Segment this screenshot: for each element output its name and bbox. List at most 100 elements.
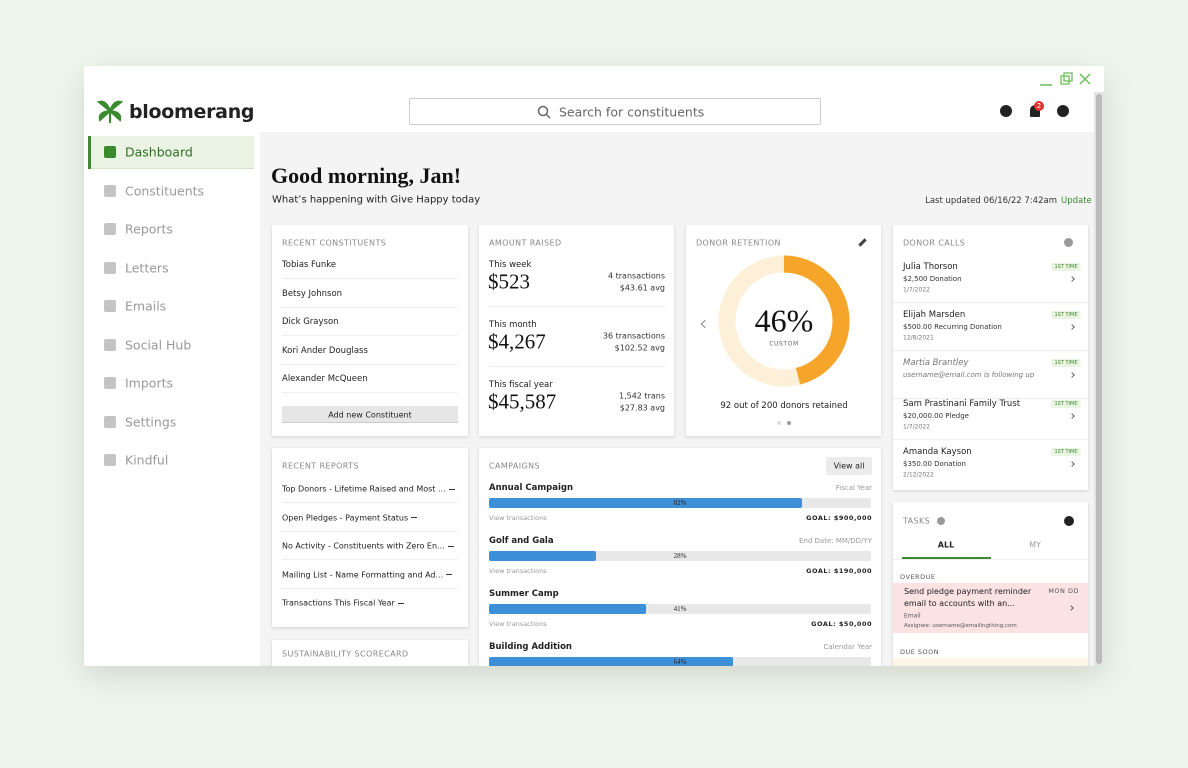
- nav-item[interactable]: Letters: [125, 260, 169, 275]
- campaign-goal: GOAL: $900,000: [806, 514, 872, 522]
- card: [272, 448, 468, 627]
- campaign-name[interactable]: Golf and Gala: [489, 536, 554, 546]
- card: [272, 640, 468, 666]
- update-link[interactable]: Update: [1061, 196, 1092, 206]
- campaign-name[interactable]: Annual Campaign: [489, 483, 574, 493]
- scroll-thumb[interactable]: [1096, 94, 1102, 664]
- badge: 1ST TIME: [1051, 311, 1081, 319]
- period-label: This fiscal year: [489, 380, 553, 390]
- call-date: 1/7/2022: [903, 286, 930, 294]
- divider: [489, 306, 665, 307]
- search-icon: [537, 105, 551, 119]
- constituent-name[interactable]: Tobias Funke: [282, 260, 337, 270]
- caller-name[interactable]: Sam Prastinani Family Trust: [903, 399, 1021, 409]
- constituent-name[interactable]: Betsy Johnson: [282, 288, 343, 299]
- divider: [893, 302, 1088, 303]
- scrollbar[interactable]: [1094, 92, 1104, 666]
- window-controls[interactable]: [1034, 72, 1094, 88]
- caller-name[interactable]: Julia Thorson: [903, 262, 958, 272]
- nav-item[interactable]: Settings: [125, 414, 177, 429]
- divider: [893, 559, 1088, 560]
- card-title: TASKS: [903, 516, 931, 526]
- add-icon[interactable]: [1064, 516, 1074, 526]
- progress-track: [489, 551, 871, 561]
- constituent-name[interactable]: Dick Grayson: [282, 317, 339, 327]
- amount: $4,267: [488, 329, 546, 354]
- campaign-name[interactable]: Summer Camp: [489, 589, 559, 599]
- help-icon[interactable]: [1000, 105, 1012, 117]
- call-detail: $350.00 Donation: [903, 460, 966, 468]
- progress-fill: [489, 551, 596, 561]
- divider: [489, 366, 665, 367]
- card: [272, 225, 468, 436]
- campaign-link[interactable]: View transactions: [489, 620, 547, 628]
- call-detail: $2,500 Donation: [903, 275, 962, 283]
- card-title: RECENT CONSTITUENTS: [282, 238, 387, 248]
- retention-sublabel: CUSTOM: [769, 340, 799, 348]
- pager-dot[interactable]: [777, 421, 781, 425]
- nav-item[interactable]: Constituents: [125, 183, 205, 198]
- campaign-name[interactable]: Building Addition: [489, 642, 572, 652]
- divider: [893, 398, 1088, 399]
- nav-item[interactable]: Emails: [125, 298, 167, 314]
- nav-item[interactable]: Dashboard: [125, 144, 193, 160]
- progress-label: 41%: [673, 605, 687, 613]
- notification-count: 2: [1034, 101, 1044, 111]
- card-title: DONOR RETENTION: [696, 238, 781, 248]
- notifications-icon[interactable]: [1030, 105, 1040, 117]
- report-link[interactable]: Transactions This Fiscal Year: [282, 598, 395, 608]
- caller-name[interactable]: Amanda Kayson: [903, 447, 972, 457]
- caller-name[interactable]: Martia Brantley: [903, 358, 969, 368]
- call-date: 1/7/2022: [903, 423, 930, 431]
- arrow-icon: [411, 517, 417, 519]
- app-window: bloomerang Search for constituents 2 Dashbo…: [84, 66, 1104, 666]
- task-overdue-bg[interactable]: [893, 583, 1088, 633]
- campaign-link[interactable]: View transactions: [489, 567, 547, 575]
- nav-item[interactable]: Imports: [125, 375, 173, 391]
- card: [479, 225, 674, 436]
- tab[interactable]: ALL: [937, 540, 955, 550]
- progress-label: 28%: [673, 552, 687, 560]
- divider: [282, 502, 458, 503]
- divider: [893, 350, 1088, 351]
- constituent-name[interactable]: Kori Ander Douglass: [282, 345, 368, 356]
- progress-track: [489, 604, 871, 614]
- button[interactable]: [826, 457, 872, 475]
- nav-icon: [104, 415, 116, 428]
- nav-item[interactable]: Reports: [125, 221, 173, 237]
- button-label: View all: [833, 461, 865, 471]
- greeting: Good morning, Jan!: [271, 163, 462, 188]
- transactions: 1,542 trans: [618, 391, 665, 401]
- divider: [282, 306, 458, 308]
- amount: $523: [488, 269, 530, 294]
- arrow-icon: [398, 602, 404, 604]
- subtitle: What’s happening with Give Happy today: [272, 194, 481, 206]
- button-label: Add new Constituent: [328, 410, 412, 420]
- campaign-meta: End Date: MM/DD/YY: [799, 537, 872, 545]
- nav-icon: [104, 300, 116, 312]
- divider: [282, 559, 458, 560]
- account-icon[interactable]: [1057, 105, 1069, 117]
- card-title: SUSTAINABILITY SCORECARD: [282, 649, 409, 659]
- divider: [282, 392, 458, 393]
- progress-label: 82%: [673, 499, 687, 507]
- tab[interactable]: MY: [1029, 540, 1041, 550]
- campaign-link[interactable]: View transactions: [489, 514, 547, 522]
- campaign-goal: GOAL: $190,000: [806, 567, 872, 575]
- report-link[interactable]: Top Donors - Lifetime Raised and Most ..…: [282, 484, 446, 494]
- button[interactable]: [282, 406, 458, 423]
- campaign-meta: Calendar Year: [823, 643, 872, 651]
- task-due-bg[interactable]: [893, 658, 1088, 666]
- nav-icon: [104, 223, 116, 235]
- report-link[interactable]: Open Pledges - Payment Status: [282, 513, 409, 522]
- nav-item[interactable]: Social Hub: [125, 337, 192, 352]
- average: $102.52 avg: [614, 343, 665, 353]
- caller-name[interactable]: Elijah Marsden: [903, 310, 966, 320]
- card-title: CAMPAIGNS: [489, 461, 540, 471]
- report-link[interactable]: No Activity - Constituents with Zero En.…: [282, 541, 445, 551]
- constituent-name[interactable]: Alexander McQueen: [282, 374, 368, 384]
- pager-dot[interactable]: [787, 421, 791, 425]
- search-box[interactable]: [409, 98, 821, 125]
- nav-item[interactable]: Kindful: [125, 452, 169, 468]
- report-link[interactable]: Mailing List - Name Formatting and Ad...: [282, 570, 444, 579]
